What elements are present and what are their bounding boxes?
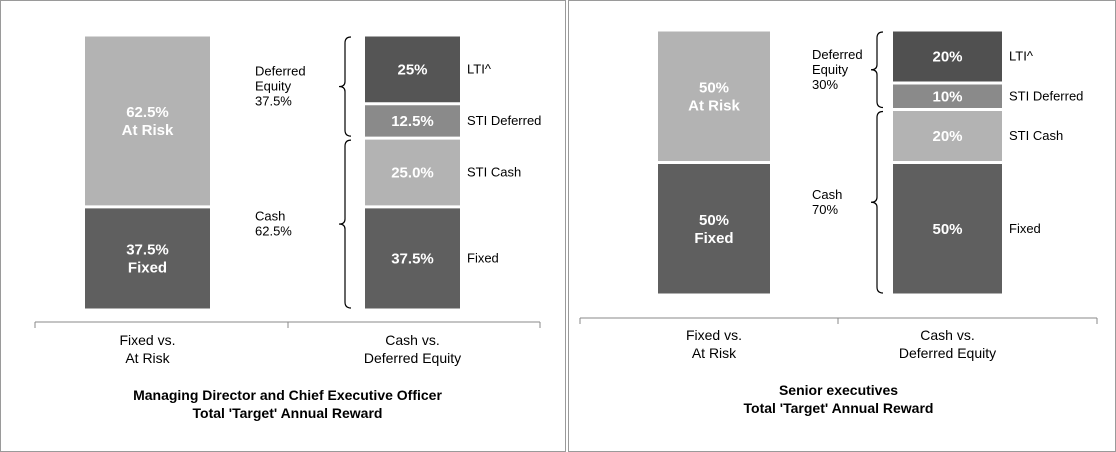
- value-label: 20%: [932, 128, 962, 145]
- bracket: [870, 31, 884, 109]
- bar-segment: [893, 111, 1002, 161]
- segment-name: LTI^: [467, 61, 492, 76]
- bracket-label: Deferred Equity 37.5%: [255, 64, 306, 109]
- category-label: Fixed vs. At Risk: [119, 332, 175, 366]
- bar-segment: [893, 164, 1002, 294]
- segment-name: Fixed: [467, 250, 499, 265]
- bar-segment: [893, 84, 1002, 108]
- segment-name: Fixed: [1009, 221, 1041, 236]
- value-label: 50% At Risk: [688, 79, 740, 114]
- value-label: 20%: [932, 49, 962, 66]
- segment-name: LTI^: [1009, 49, 1034, 64]
- value-label: 62.5% At Risk: [122, 104, 174, 139]
- bracket: [338, 36, 352, 137]
- bar-segment: [365, 139, 460, 206]
- bar-segment: [85, 208, 210, 309]
- bar-segment: [365, 36, 460, 103]
- value-label: 50%: [932, 221, 962, 238]
- chart-title: Managing Director and Chief Executive Of…: [133, 387, 442, 421]
- value-label: 37.5% Fixed: [126, 241, 169, 276]
- bracket: [870, 110, 884, 294]
- bracket-label: Deferred Equity 30%: [812, 47, 863, 92]
- bar-segment: [893, 31, 1002, 82]
- bar-segment: [85, 36, 210, 206]
- value-label: 37.5%: [391, 250, 434, 267]
- category-label: Fixed vs. At Risk: [686, 327, 742, 361]
- value-label: 12.5%: [391, 113, 434, 130]
- bracket-label: Cash 62.5%: [255, 209, 292, 239]
- value-label: 50% Fixed: [694, 212, 733, 247]
- value-label: 25.0%: [391, 165, 434, 182]
- segment-name: STI Deferred: [467, 113, 541, 128]
- value-label: 25%: [397, 61, 427, 78]
- bracket-label: Cash 70%: [812, 187, 842, 217]
- bar-segment: [365, 208, 460, 309]
- bar-segment: [658, 164, 770, 294]
- segment-name: STI Deferred: [1009, 88, 1083, 103]
- bar-segment: [658, 31, 770, 161]
- segment-name: STI Cash: [467, 165, 521, 180]
- bar-segment: [365, 105, 460, 137]
- category-label: Cash vs. Deferred Equity: [899, 327, 996, 361]
- segment-name: STI Cash: [1009, 128, 1063, 143]
- category-label: Cash vs. Deferred Equity: [364, 332, 461, 366]
- bracket: [338, 139, 352, 309]
- chart-title: Senior executives Total 'Target' Annual R…: [744, 382, 934, 416]
- value-label: 10%: [932, 88, 962, 105]
